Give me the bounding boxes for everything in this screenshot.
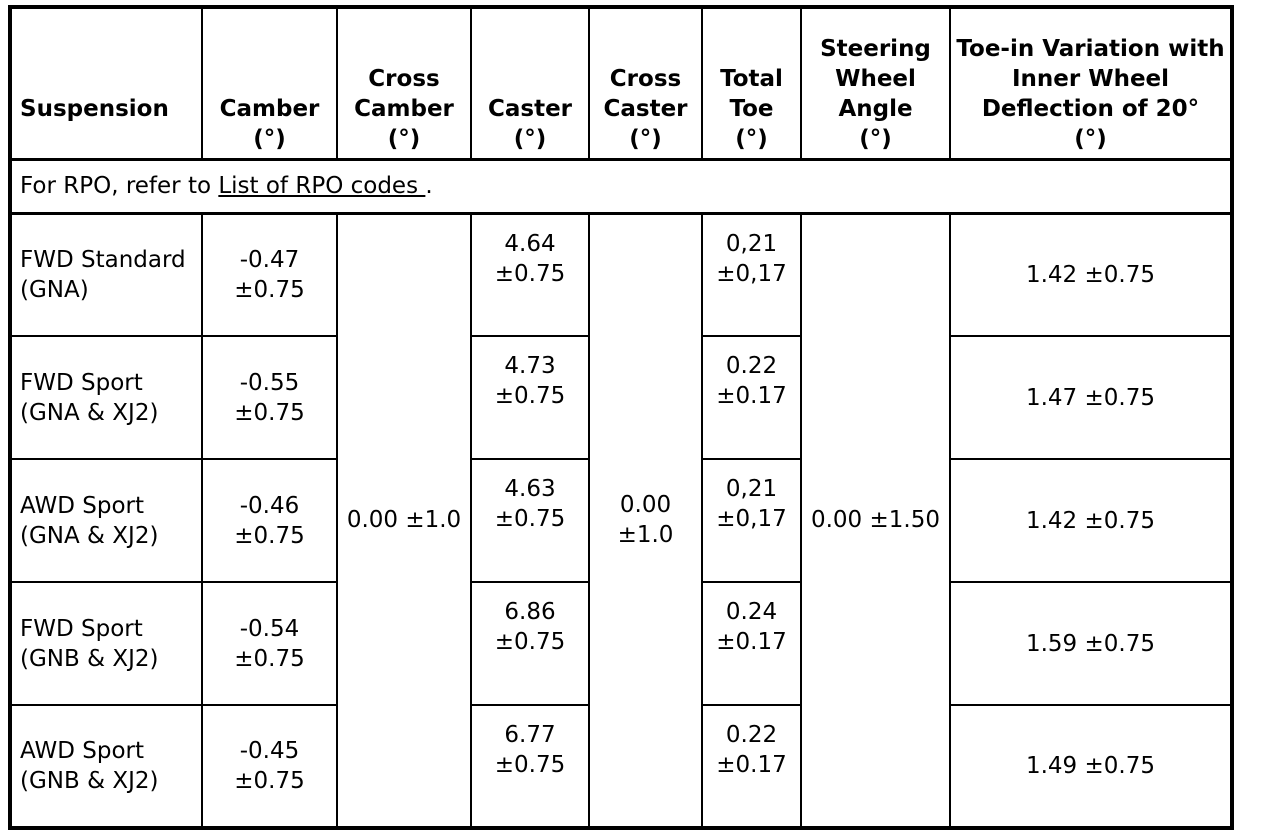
cell-suspension: FWD Sport (GNA & XJ2)	[9, 335, 203, 460]
cell-caster: 6.86 ±0.75	[470, 581, 590, 706]
cell-suspension: FWD Standard (GNA)	[9, 212, 203, 337]
header-toe-in-variation: Toe-in Variation with Inner Wheel Deflec…	[949, 6, 1233, 161]
rpo-note-suffix: .	[425, 173, 433, 199]
cell-total-toe: 0,21 ±0,17	[701, 212, 802, 337]
header-suspension: Suspension	[9, 6, 203, 161]
cell-caster: 4.63 ±0.75	[470, 458, 590, 583]
header-total-toe: Total Toe (°)	[701, 6, 802, 161]
table-row: FWD Sport (GNA & XJ2) -0.55 ±0.75 4.73 ±…	[9, 335, 1233, 460]
rpo-note-row: For RPO, refer to List of RPO codes .	[9, 158, 1233, 215]
header-steering-wheel-angle: Steering Wheel Angle (°)	[800, 6, 951, 161]
cell-total-toe: 0.22 ±0.17	[701, 335, 802, 460]
rpo-note-cell: For RPO, refer to List of RPO codes .	[9, 158, 1233, 215]
cell-total-toe: 0,21 ±0,17	[701, 458, 802, 583]
cell-camber: -0.46 ±0.75	[201, 458, 338, 583]
cell-toe-in-variation: 1.49 ±0.75	[949, 704, 1233, 829]
cell-total-toe: 0.24 ±0.17	[701, 581, 802, 706]
cell-toe-in-variation: 1.47 ±0.75	[949, 335, 1233, 460]
header-cross-caster: Cross Caster (°)	[588, 6, 703, 161]
rpo-codes-link[interactable]: List of RPO codes	[218, 173, 426, 199]
cell-toe-in-variation: 1.42 ±0.75	[949, 212, 1233, 337]
table-row: AWD Sport (GNB & XJ2) -0.45 ±0.75 6.77 ±…	[9, 704, 1233, 829]
cell-steering-wheel-angle-merged: 0.00 ±1.50	[800, 212, 951, 829]
cell-caster: 4.64 ±0.75	[470, 212, 590, 337]
table-row: FWD Standard (GNA) -0.47 ±0.75 0.00 ±1.0…	[9, 212, 1233, 829]
header-row: Suspension Camber (°) Cross Camber (°) C…	[9, 6, 1233, 161]
cell-camber: -0.54 ±0.75	[201, 581, 338, 706]
header-camber: Camber (°)	[201, 6, 338, 161]
cell-total-toe: 0.22 ±0.17	[701, 704, 802, 829]
cell-camber: -0.45 ±0.75	[201, 704, 338, 829]
cell-camber: -0.55 ±0.75	[201, 335, 338, 460]
cell-cross-caster-merged: 0.00 ±1.0	[588, 212, 703, 829]
cell-suspension: FWD Sport (GNB & XJ2)	[9, 581, 203, 706]
cell-toe-in-variation: 1.42 ±0.75	[949, 458, 1233, 583]
cell-caster: 6.77 ±0.75	[470, 704, 590, 829]
cell-cross-camber-merged: 0.00 ±1.0	[336, 212, 472, 829]
table-row: FWD Sport (GNB & XJ2) -0.54 ±0.75 6.86 ±…	[9, 581, 1233, 706]
cell-camber: -0.47 ±0.75	[201, 212, 338, 337]
cell-caster: 4.73 ±0.75	[470, 335, 590, 460]
cell-suspension: AWD Sport (GNB & XJ2)	[9, 704, 203, 829]
header-cross-camber: Cross Camber (°)	[336, 6, 472, 161]
header-caster: Caster (°)	[470, 6, 590, 161]
cell-toe-in-variation: 1.59 ±0.75	[949, 581, 1233, 706]
cell-suspension: AWD Sport (GNA & XJ2)	[9, 458, 203, 583]
alignment-spec-table: Suspension Camber (°) Cross Camber (°) C…	[8, 5, 1234, 830]
rpo-note-prefix: For RPO, refer to	[20, 173, 219, 199]
table-row: AWD Sport (GNA & XJ2) -0.46 ±0.75 4.63 ±…	[9, 458, 1233, 583]
